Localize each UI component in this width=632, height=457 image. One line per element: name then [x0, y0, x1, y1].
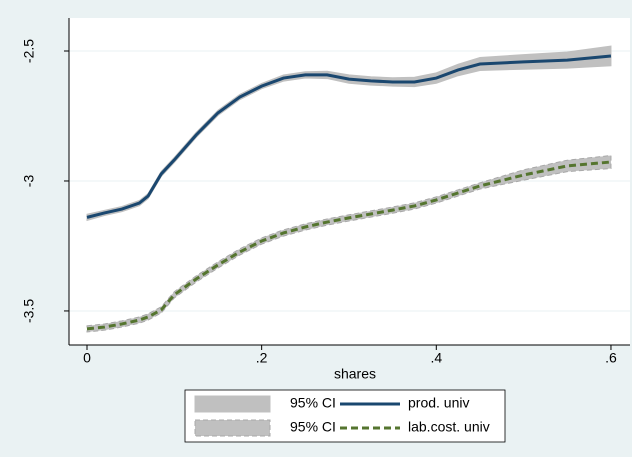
legend-swatch: [194, 395, 271, 413]
y-tick-label: -3.5: [21, 299, 37, 323]
x-tick-label: .6: [605, 350, 617, 366]
legend-label: 95% CI: [290, 419, 336, 435]
x-tick-label: .2: [256, 350, 268, 366]
y-tick-label: -2.5: [21, 39, 37, 63]
x-tick-label: .4: [430, 350, 442, 366]
x-tick-label: 0: [83, 350, 91, 366]
x-axis-label: shares: [334, 366, 376, 382]
y-tick-label: -3: [21, 175, 37, 188]
series-line: [86, 160, 612, 331]
series-line: [86, 54, 612, 219]
plot-area: [69, 18, 630, 345]
ci-band: [86, 154, 612, 333]
legend-label: lab.cost. univ: [408, 419, 490, 435]
legend-label: 95% CI: [290, 395, 336, 411]
legend-label: prod. univ: [408, 395, 469, 411]
legend-swatch: [194, 419, 271, 437]
